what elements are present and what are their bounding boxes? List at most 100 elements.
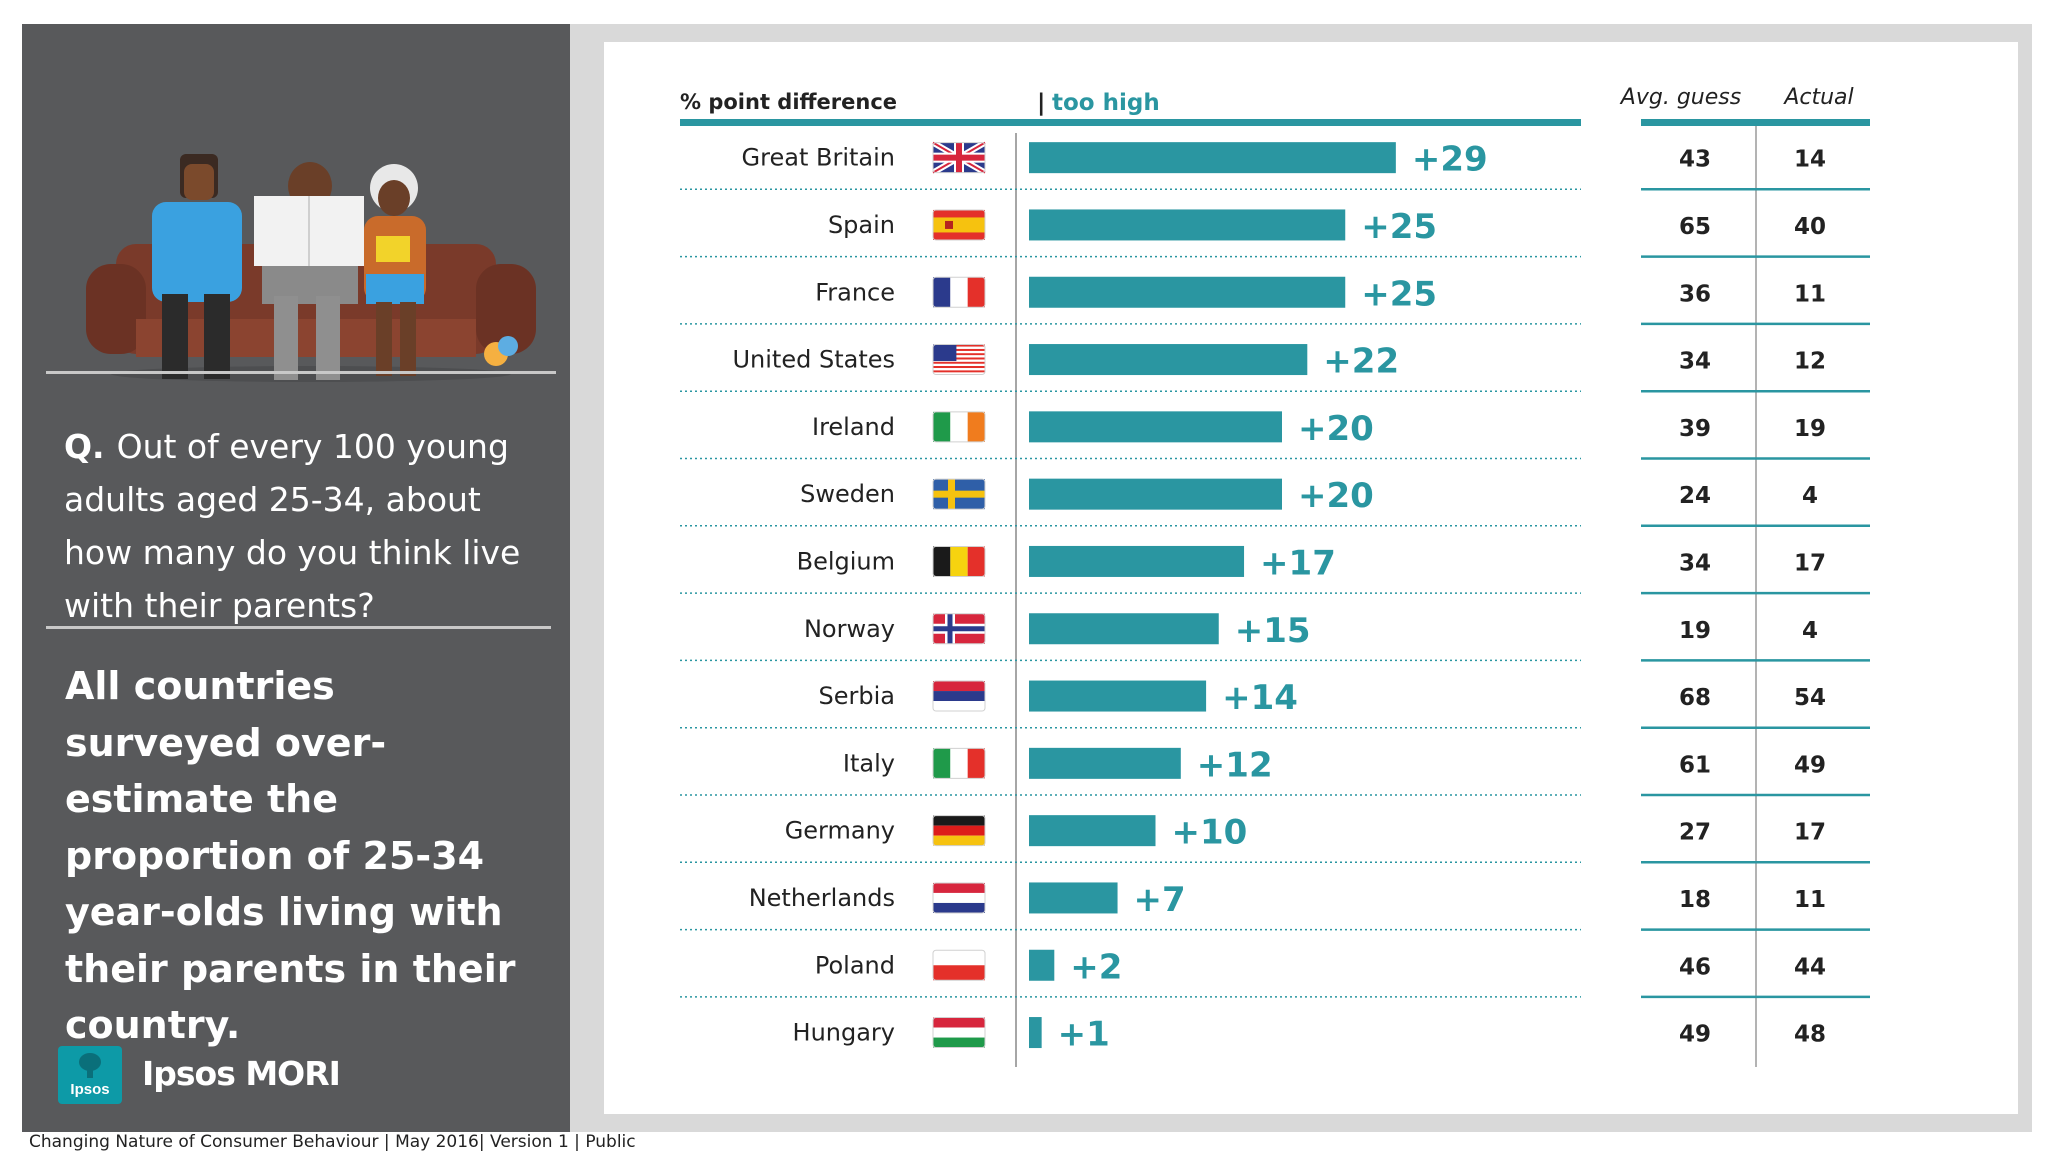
country-label: Poland — [815, 951, 895, 979]
actual-value: 54 — [1794, 685, 1826, 711]
actual-value: 49 — [1794, 752, 1826, 778]
footer-classification: Public — [585, 1132, 636, 1152]
bar — [1029, 882, 1118, 914]
direction-header-marker: | — [1037, 90, 1045, 116]
bar — [1029, 142, 1396, 174]
ipsos-logo-icon: Ipsos — [58, 1046, 122, 1104]
be-flag — [932, 545, 986, 577]
actual-value: 48 — [1794, 1022, 1826, 1048]
logo-badge-text: Ipsos — [70, 1081, 109, 1098]
left-panel: Q. Out of every 100 young adults aged 25-… — [22, 24, 570, 1132]
bar — [1029, 209, 1346, 241]
us-flag — [932, 344, 986, 376]
value-label: +20 — [1298, 409, 1374, 449]
value-label: +15 — [1235, 611, 1311, 651]
bar — [1029, 680, 1207, 712]
bar — [1029, 613, 1219, 645]
country-label: Great Britain — [742, 144, 895, 172]
country-label: Belgium — [797, 547, 895, 575]
key-finding: All countries surveyed over-estimate the… — [65, 664, 516, 1047]
actual-value: 17 — [1794, 820, 1826, 846]
avg-guess-value: 24 — [1679, 483, 1711, 509]
gb-flag — [931, 140, 987, 176]
avg-guess-value: 43 — [1679, 147, 1711, 173]
country-label: Spain — [828, 211, 895, 239]
avg-guess-value: 19 — [1679, 618, 1711, 644]
actual-value: 17 — [1794, 550, 1826, 576]
avg-guess-value: 18 — [1679, 887, 1711, 913]
ie-flag — [932, 411, 986, 443]
fr-flag — [932, 276, 986, 308]
footer-separator: | — [478, 1132, 485, 1152]
avg-guess-value: 68 — [1679, 685, 1711, 711]
se-flag — [932, 478, 986, 510]
value-label: +10 — [1172, 813, 1248, 853]
actual-value: 19 — [1794, 416, 1826, 442]
family-sofa-illustration — [86, 154, 536, 382]
bar — [1029, 1017, 1042, 1049]
avg-guess-value: 36 — [1679, 281, 1711, 307]
actual-value: 12 — [1794, 349, 1826, 375]
avg-guess-value: 61 — [1679, 752, 1711, 778]
value-label: +25 — [1361, 274, 1437, 314]
country-label: Italy — [843, 749, 895, 777]
ipsos-mori-logo: Ipsos MORI — [142, 1054, 341, 1093]
value-label: +2 — [1070, 947, 1122, 987]
actual-value: 4 — [1802, 618, 1818, 644]
actual-value: 14 — [1794, 147, 1826, 173]
question-text: Out of every 100 young adults aged 25-34… — [64, 427, 521, 625]
hu-flag — [932, 1017, 986, 1049]
panel-divider-top — [46, 371, 556, 374]
es-flag — [932, 209, 986, 241]
value-label: +29 — [1412, 140, 1488, 180]
difference-header: % point difference — [680, 90, 897, 114]
footer-separator: | — [574, 1132, 580, 1152]
actual-header: Actual — [1782, 85, 1853, 110]
de-flag — [932, 815, 986, 847]
value-label: +17 — [1260, 543, 1336, 583]
rs-flag — [932, 680, 986, 712]
avg-guess-value: 34 — [1679, 550, 1711, 576]
country-label: United States — [732, 346, 895, 374]
avg-guess-value: 34 — [1679, 349, 1711, 375]
avg-guess-value: 46 — [1679, 954, 1711, 980]
actual-value: 11 — [1794, 887, 1826, 913]
footer-date: May 2016 — [395, 1132, 479, 1152]
pl-flag — [932, 949, 986, 981]
bar — [1029, 747, 1181, 779]
footer: Changing Nature of Consumer Behaviour | … — [29, 1132, 636, 1152]
bar — [1029, 276, 1346, 308]
actual-value: 44 — [1794, 954, 1826, 980]
table-header-rule — [1641, 119, 1870, 126]
direction-header: too high — [1052, 90, 1160, 116]
country-label: Hungary — [793, 1019, 895, 1047]
bar — [1029, 411, 1282, 443]
country-label: Ireland — [812, 413, 895, 441]
avg-guess-value: 27 — [1679, 820, 1711, 846]
country-label: Sweden — [800, 480, 895, 508]
question-prefix: Q. — [64, 427, 105, 466]
bar — [1029, 815, 1156, 847]
avg-guess-value: 49 — [1679, 1022, 1711, 1048]
country-label: Norway — [804, 615, 895, 643]
footer-separator: | — [383, 1132, 390, 1152]
actual-value: 11 — [1794, 281, 1826, 307]
footer-version: Version 1 — [490, 1132, 569, 1152]
chart-header-rule — [680, 119, 1581, 126]
avg-guess-header: Avg. guess — [1619, 85, 1741, 110]
country-label: Germany — [785, 817, 895, 845]
country-label: France — [815, 278, 895, 306]
actual-value: 40 — [1794, 214, 1826, 240]
value-label: +7 — [1134, 880, 1186, 920]
avg-guess-value: 65 — [1679, 214, 1711, 240]
country-label: Netherlands — [749, 884, 895, 912]
value-label: +20 — [1298, 476, 1374, 516]
panel-divider-bottom — [46, 626, 551, 629]
country-label: Serbia — [819, 682, 895, 710]
actual-value: 4 — [1802, 483, 1818, 509]
no-flag — [932, 613, 986, 645]
value-label: +25 — [1361, 207, 1437, 247]
value-label: +12 — [1197, 745, 1273, 785]
bar — [1029, 545, 1245, 577]
